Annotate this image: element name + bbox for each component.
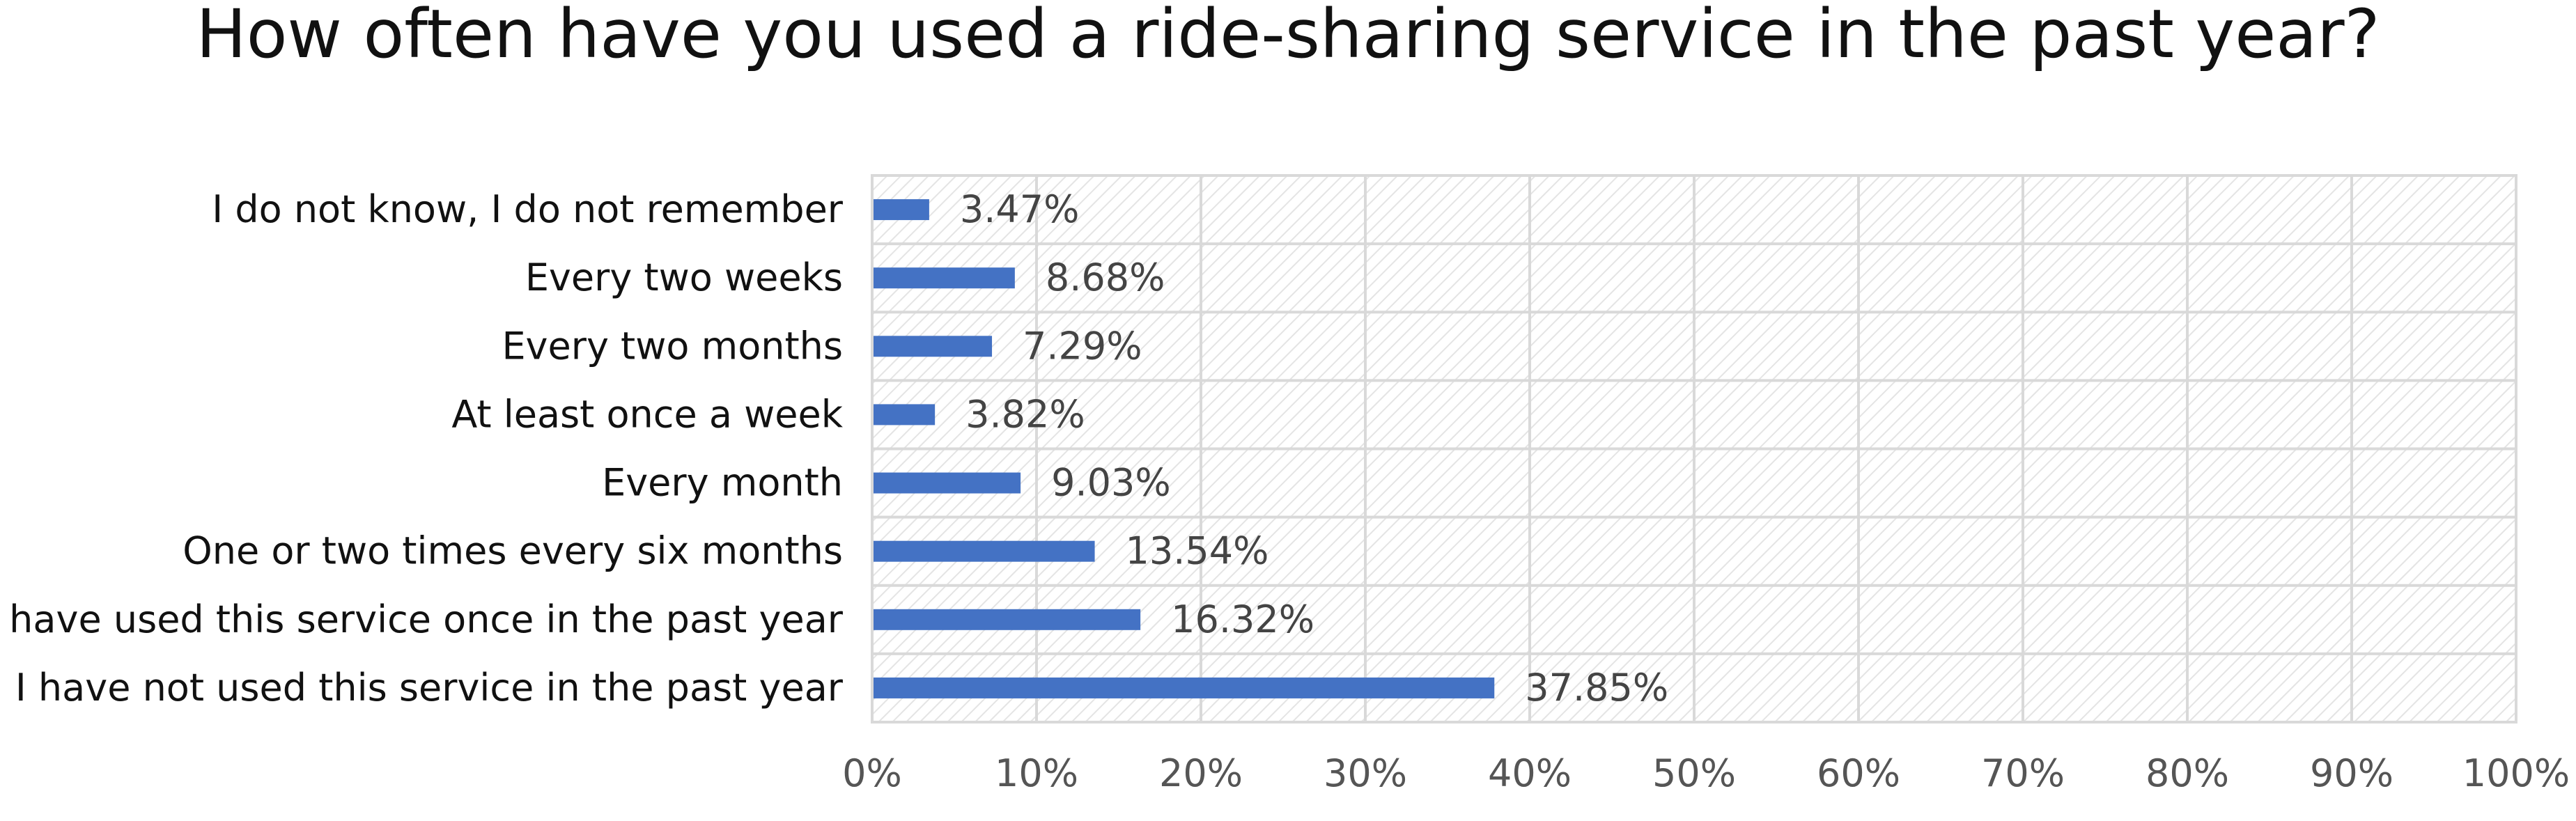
data-label: 3.47% xyxy=(960,187,1080,231)
category-label: One or two times every six months xyxy=(183,529,843,573)
data-label: 37.85% xyxy=(1525,666,1668,710)
plot-border xyxy=(871,174,2517,724)
data-label: 8.68% xyxy=(1046,256,1165,299)
data-label: 16.32% xyxy=(1171,597,1314,641)
x-tick-label: 90% xyxy=(2310,751,2393,795)
x-tick-label: 60% xyxy=(1817,751,1900,795)
x-tick-label: 0% xyxy=(842,751,902,795)
category-label: I have used this service once in the pas… xyxy=(0,597,844,641)
x-tick-label: 30% xyxy=(1324,751,1407,795)
data-label: 9.03% xyxy=(1051,461,1171,505)
category-labels: I do not know, I do not remember Every tw… xyxy=(0,187,844,710)
x-tick-label: 100% xyxy=(2462,751,2570,795)
x-tick-label: 10% xyxy=(995,751,1078,795)
category-label: Every month xyxy=(602,461,843,505)
chart-title: How often have you used a ride-sharing s… xyxy=(196,0,2380,73)
x-tick-label: 20% xyxy=(1159,751,1243,795)
data-label: 7.29% xyxy=(1023,324,1142,368)
x-axis-ticks: 0% 10% 20% 30% 40% 50% 60% 70% 80% 90% 100% xyxy=(842,751,2570,795)
bar xyxy=(872,540,1095,562)
bar xyxy=(872,677,1495,698)
data-label: 13.54% xyxy=(1126,529,1269,573)
bar xyxy=(872,267,1015,289)
category-label: I have not used this service in the past… xyxy=(15,666,844,710)
bar xyxy=(872,609,1141,630)
bar xyxy=(872,404,936,425)
bar xyxy=(872,336,993,357)
category-label: Every two months xyxy=(502,324,843,368)
bar xyxy=(872,199,929,221)
category-label: I do not know, I do not remember xyxy=(212,187,844,231)
x-tick-label: 40% xyxy=(1488,751,1572,795)
bar xyxy=(872,472,1021,494)
bars xyxy=(872,199,1495,698)
data-labels: 3.47% 8.68% 7.29% 3.82% 9.03% 13.54% 16.32% 37.… xyxy=(960,187,1668,710)
x-tick-label: 70% xyxy=(1981,751,2065,795)
x-tick-label: 80% xyxy=(2146,751,2229,795)
x-tick-label: 50% xyxy=(1652,751,1736,795)
category-label: Every two weeks xyxy=(525,256,843,299)
category-label: At least once a week xyxy=(451,392,843,436)
data-label: 3.82% xyxy=(965,392,1085,436)
